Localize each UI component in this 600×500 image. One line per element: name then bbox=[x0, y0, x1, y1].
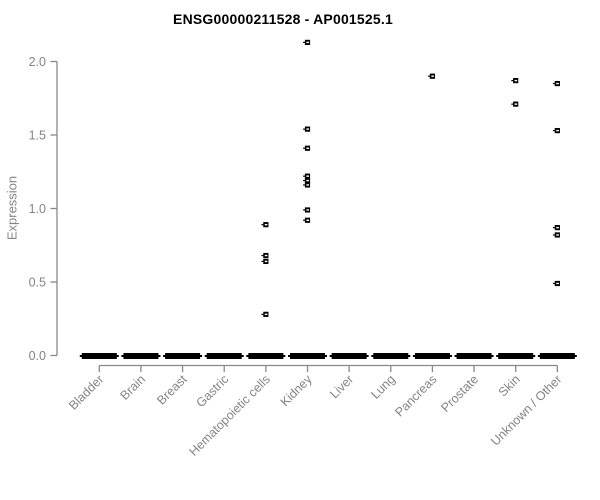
x-tick-label: Liver bbox=[327, 372, 356, 401]
zero-cluster-bar bbox=[206, 353, 242, 359]
zero-cluster-bar bbox=[290, 353, 325, 359]
data-point-slit bbox=[306, 184, 309, 186]
x-tick-label: Gastric bbox=[193, 372, 231, 410]
x-tick-label: Pancreas bbox=[392, 372, 439, 419]
data-point-slit bbox=[264, 254, 268, 257]
data-point-slit bbox=[514, 103, 518, 105]
data-point-slit bbox=[264, 260, 268, 263]
x-tick-label: Prostate bbox=[438, 372, 481, 415]
data-point-slit bbox=[306, 175, 309, 177]
x-tick-label: Brain bbox=[118, 372, 149, 403]
data-point-slit bbox=[306, 179, 309, 182]
data-point-slit bbox=[264, 313, 268, 316]
data-point-slit bbox=[514, 79, 518, 82]
x-tick-label: Lung bbox=[368, 372, 398, 402]
y-tick-label: 0.5 bbox=[29, 275, 46, 289]
zero-cluster-bar bbox=[498, 353, 534, 359]
y-tick-label: 0.0 bbox=[29, 349, 46, 363]
y-tick-label: 2.0 bbox=[29, 55, 46, 69]
zero-cluster-bar bbox=[331, 353, 367, 359]
data-point-slit bbox=[556, 282, 559, 285]
data-point-slit bbox=[431, 75, 434, 77]
data-point-slit bbox=[306, 147, 309, 149]
data-point-slit bbox=[264, 223, 268, 226]
zero-cluster-bar bbox=[81, 353, 117, 359]
data-point-slit bbox=[556, 129, 559, 132]
zero-cluster-bar bbox=[373, 353, 409, 359]
zero-cluster-bar bbox=[539, 353, 575, 359]
data-point-slit bbox=[556, 234, 559, 236]
x-tick-label: Breast bbox=[154, 372, 190, 408]
y-tick-label: 1.0 bbox=[29, 202, 46, 216]
x-tick-label: Hematopoietic cells bbox=[186, 372, 273, 459]
x-tick-label: Kidney bbox=[278, 372, 315, 409]
zero-cluster-bar bbox=[123, 353, 159, 359]
zero-cluster-bar bbox=[248, 353, 284, 359]
zero-cluster-bar bbox=[165, 353, 201, 359]
x-tick-label: Unknown / Other bbox=[488, 372, 564, 448]
y-tick-label: 1.5 bbox=[29, 128, 46, 142]
x-tick-label: Bladder bbox=[66, 372, 106, 412]
data-point-slit bbox=[306, 41, 309, 44]
data-point-slit bbox=[556, 226, 559, 229]
zero-cluster-bar bbox=[456, 353, 492, 359]
data-point-slit bbox=[556, 82, 559, 85]
chart-title: ENSG00000211528 - AP001525.1 bbox=[173, 11, 393, 27]
data-point-slit bbox=[306, 128, 309, 130]
zero-cluster-bar bbox=[414, 353, 450, 359]
x-tick-label: Skin bbox=[496, 372, 523, 399]
data-point-slit bbox=[306, 219, 309, 221]
data-point-slit bbox=[306, 209, 309, 211]
